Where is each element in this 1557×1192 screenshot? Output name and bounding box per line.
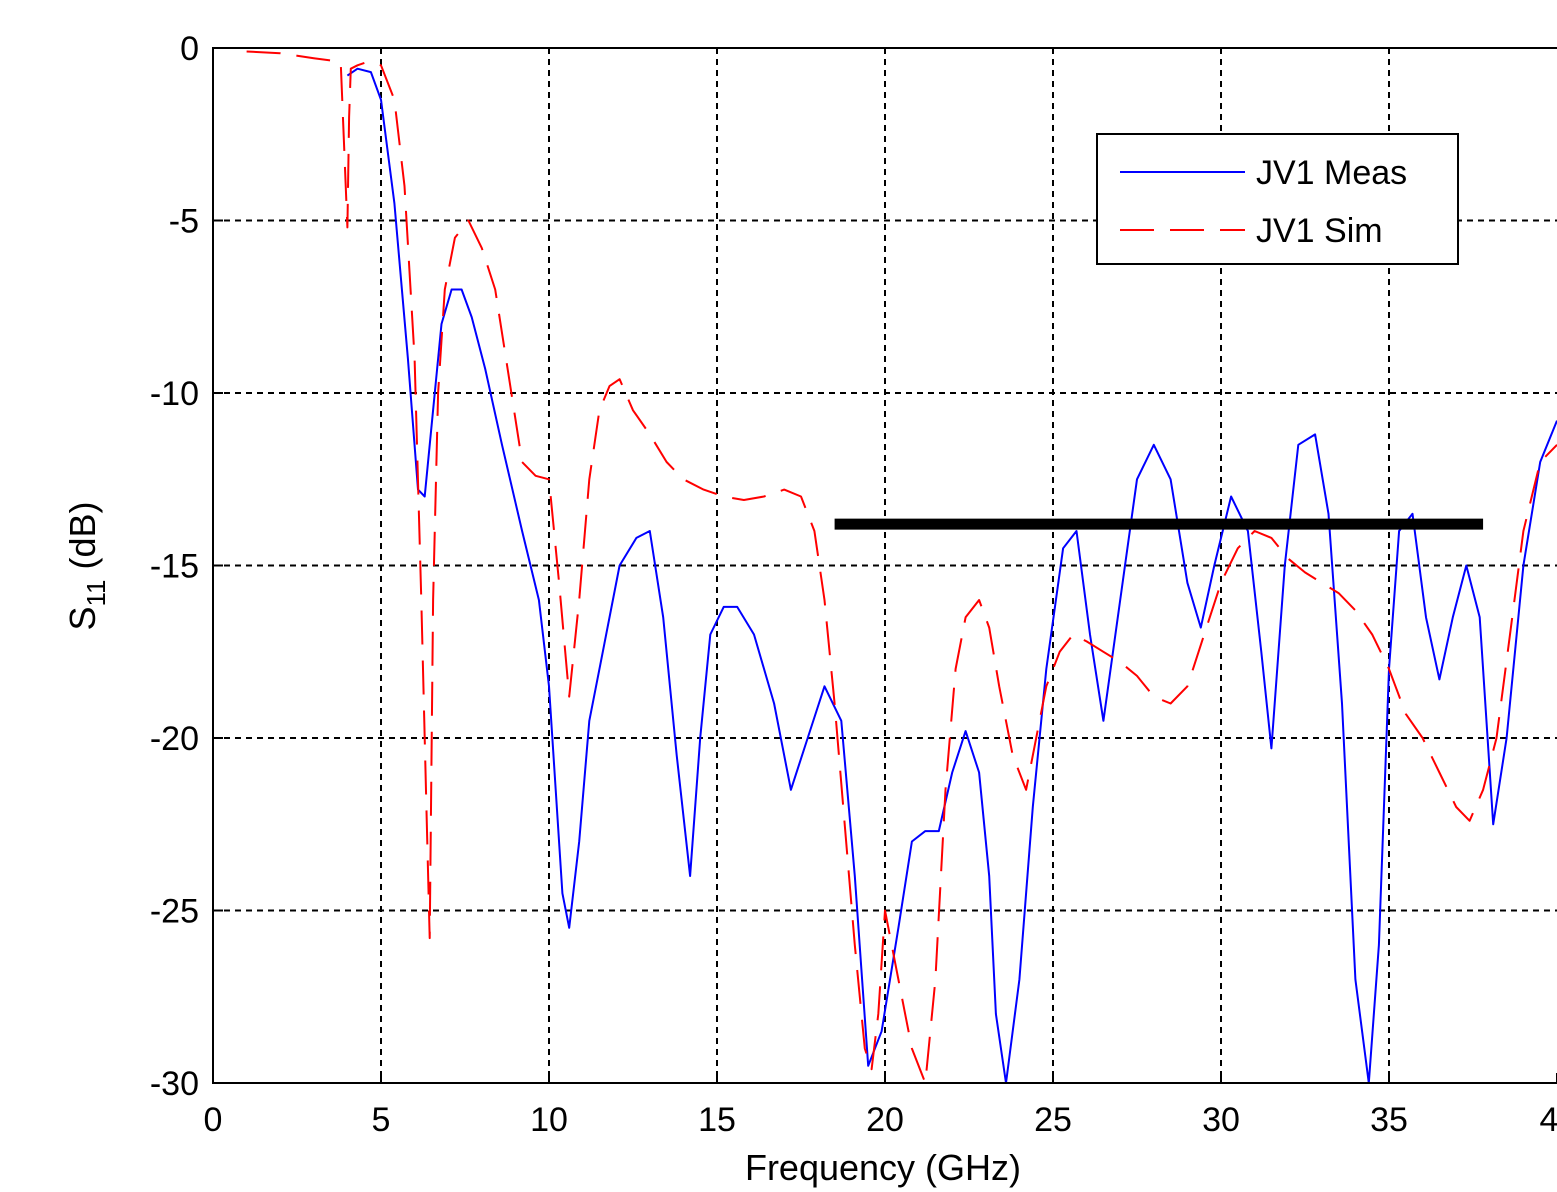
series-line-sim [246,50,1557,1084]
y-tick-label: -25 [150,893,199,931]
y-tick-label: -30 [150,1065,199,1103]
x-axis-title: Frequency (GHz) [745,1147,1021,1188]
y-axis-title: S11 (dB) [62,501,111,630]
x-tick-label: 4 [1540,1101,1557,1139]
x-tick-label: 25 [1034,1101,1072,1139]
y-tick-label: 0 [180,30,199,68]
y-tick-label: -5 [169,203,199,241]
x-tick-label: 15 [698,1101,736,1139]
x-tick-label: 5 [372,1101,391,1139]
svg-text:S11 (dB): S11 (dB) [62,501,111,630]
y-tick-label: -20 [150,720,199,758]
x-tick-labels: 0 5 10 15 20 25 30 35 4 [204,1073,1557,1139]
x-tick-label: 0 [204,1101,223,1139]
legend-label-meas: JV1 Meas [1256,154,1407,192]
legend-label-sim: JV1 Sim [1256,212,1383,250]
legend-box [1096,133,1459,265]
y-tick-labels: 0 -5 -10 -15 -20 -25 -30 [150,30,223,1103]
y-tick-label: -10 [150,375,199,413]
x-tick-label: 20 [866,1101,904,1139]
x-tick-label: 35 [1370,1101,1408,1139]
data-series [246,50,1557,1084]
y-axis-title-main: S [62,607,103,631]
legend: JV1 Meas JV1 Sim [1096,133,1459,265]
x-tick-label: 30 [1202,1101,1240,1139]
series-line-meas [346,67,1557,1084]
y-axis-title-unit: (dB) [62,501,103,569]
y-tick-label: -15 [150,548,199,586]
x-tick-label: 10 [530,1101,568,1139]
y-axis-title-subscript: 11 [81,580,111,607]
